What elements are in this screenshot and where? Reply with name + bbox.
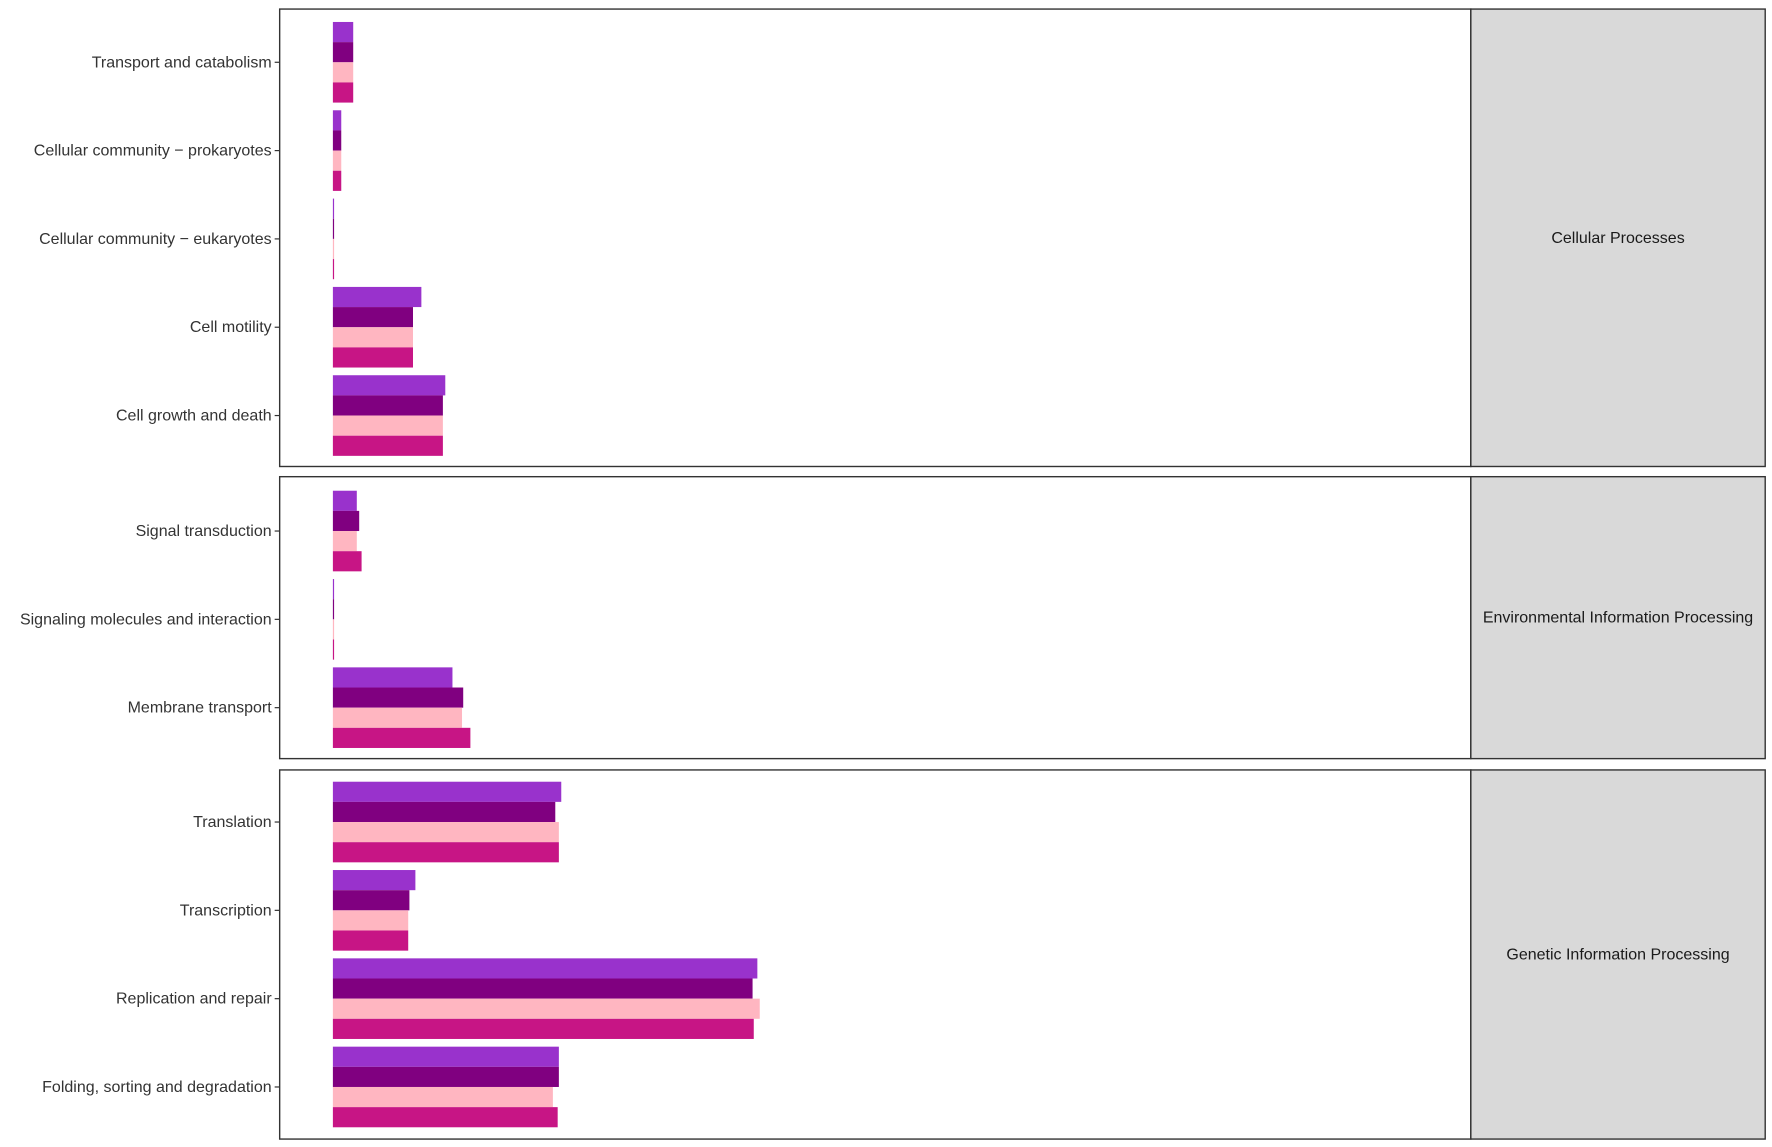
bar xyxy=(332,238,335,260)
bar xyxy=(332,842,559,863)
bar xyxy=(332,998,760,1019)
bar xyxy=(332,130,342,151)
panel-border xyxy=(278,8,1472,468)
facet-strip xyxy=(1470,8,1766,468)
y-tick-label: Cell growth and death xyxy=(116,408,272,425)
bar xyxy=(332,687,464,708)
bar xyxy=(332,375,446,396)
y-tick-label: Folding, sorting and degradation xyxy=(42,1079,272,1096)
bar xyxy=(332,619,335,640)
y-tick-label: Transcription xyxy=(180,902,272,919)
bar xyxy=(332,781,562,802)
bar xyxy=(332,82,354,103)
bar xyxy=(332,286,422,308)
bar xyxy=(332,1086,553,1108)
bar xyxy=(332,510,360,532)
bar xyxy=(332,21,354,43)
bar xyxy=(332,1018,754,1039)
bar xyxy=(332,727,471,748)
bar xyxy=(332,218,335,239)
bar xyxy=(332,307,413,328)
bar xyxy=(332,978,753,999)
bar xyxy=(332,1107,558,1128)
bar xyxy=(332,259,335,280)
y-tick-label: Cell motility xyxy=(190,319,272,336)
bar xyxy=(332,930,409,951)
bar xyxy=(332,531,357,552)
bar xyxy=(332,551,362,572)
y-tick-label: Signaling molecules and interaction xyxy=(20,611,272,628)
bar xyxy=(332,1066,559,1087)
bar xyxy=(332,42,354,63)
bar xyxy=(332,890,410,911)
bar xyxy=(332,667,453,688)
bar xyxy=(332,822,559,843)
facet-strip-label: Cellular Processes xyxy=(1551,230,1684,247)
bar xyxy=(332,327,413,348)
bar xyxy=(332,62,354,83)
bar xyxy=(332,490,357,511)
bar xyxy=(332,415,443,436)
bar xyxy=(332,198,335,219)
panel-border xyxy=(278,475,1472,760)
bar xyxy=(332,958,758,979)
bar xyxy=(332,1046,559,1067)
facet-strip xyxy=(1470,769,1766,1140)
y-tick-label: Cellular community − eukaryotes xyxy=(39,231,272,248)
bar xyxy=(332,395,443,416)
bar xyxy=(332,910,409,931)
bar xyxy=(332,801,556,823)
bar xyxy=(332,435,443,456)
y-tick-label: Translation xyxy=(193,814,272,831)
panel-border xyxy=(278,769,1472,1140)
facet-strip-label: Environmental Information Processing xyxy=(1483,610,1753,627)
y-tick-label: Membrane transport xyxy=(128,700,273,717)
bar xyxy=(332,639,335,660)
bar xyxy=(332,707,463,728)
facet-strip-label: Genetic Information Processing xyxy=(1506,947,1729,964)
bar xyxy=(332,150,342,171)
bar xyxy=(332,579,335,600)
y-tick-label: Cellular community − prokaryotes xyxy=(34,143,272,160)
bar xyxy=(332,110,342,131)
y-tick-label: Signal transduction xyxy=(136,523,272,540)
y-tick-label: Replication and repair xyxy=(116,991,272,1008)
bar xyxy=(332,170,342,191)
y-tick-label: Transport and catabolism xyxy=(92,54,272,71)
bar xyxy=(332,870,416,891)
bar xyxy=(332,347,413,368)
bar xyxy=(332,599,335,620)
